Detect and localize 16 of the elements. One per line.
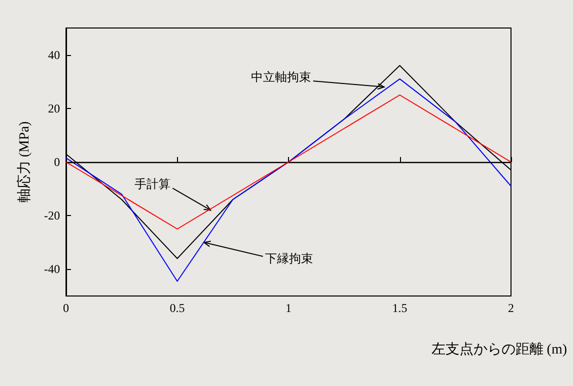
x-tick-label: 2 [508,301,514,315]
y-axis-title: 軸応力 (MPa) [16,121,32,203]
y-tick-label: -40 [44,262,60,276]
annotation: 手計算 [134,177,171,192]
x-tick-label: 1 [286,301,292,315]
y-tick-label: 20 [48,101,60,116]
x-tick-label: 0.5 [170,301,185,315]
annotation: 下縁拘束 [264,251,313,266]
x-tick-label: 0 [63,301,69,315]
annotation: 中立軸拘束 [251,70,312,84]
y-tick-label: 0 [54,155,60,169]
x-axis-title: 左支点からの距離 (m) [431,342,568,358]
x-tick-label: 1.5 [392,301,408,315]
y-tick-label: -20 [44,208,60,223]
line-series [66,94,512,230]
y-tick-label: 40 [48,48,60,62]
